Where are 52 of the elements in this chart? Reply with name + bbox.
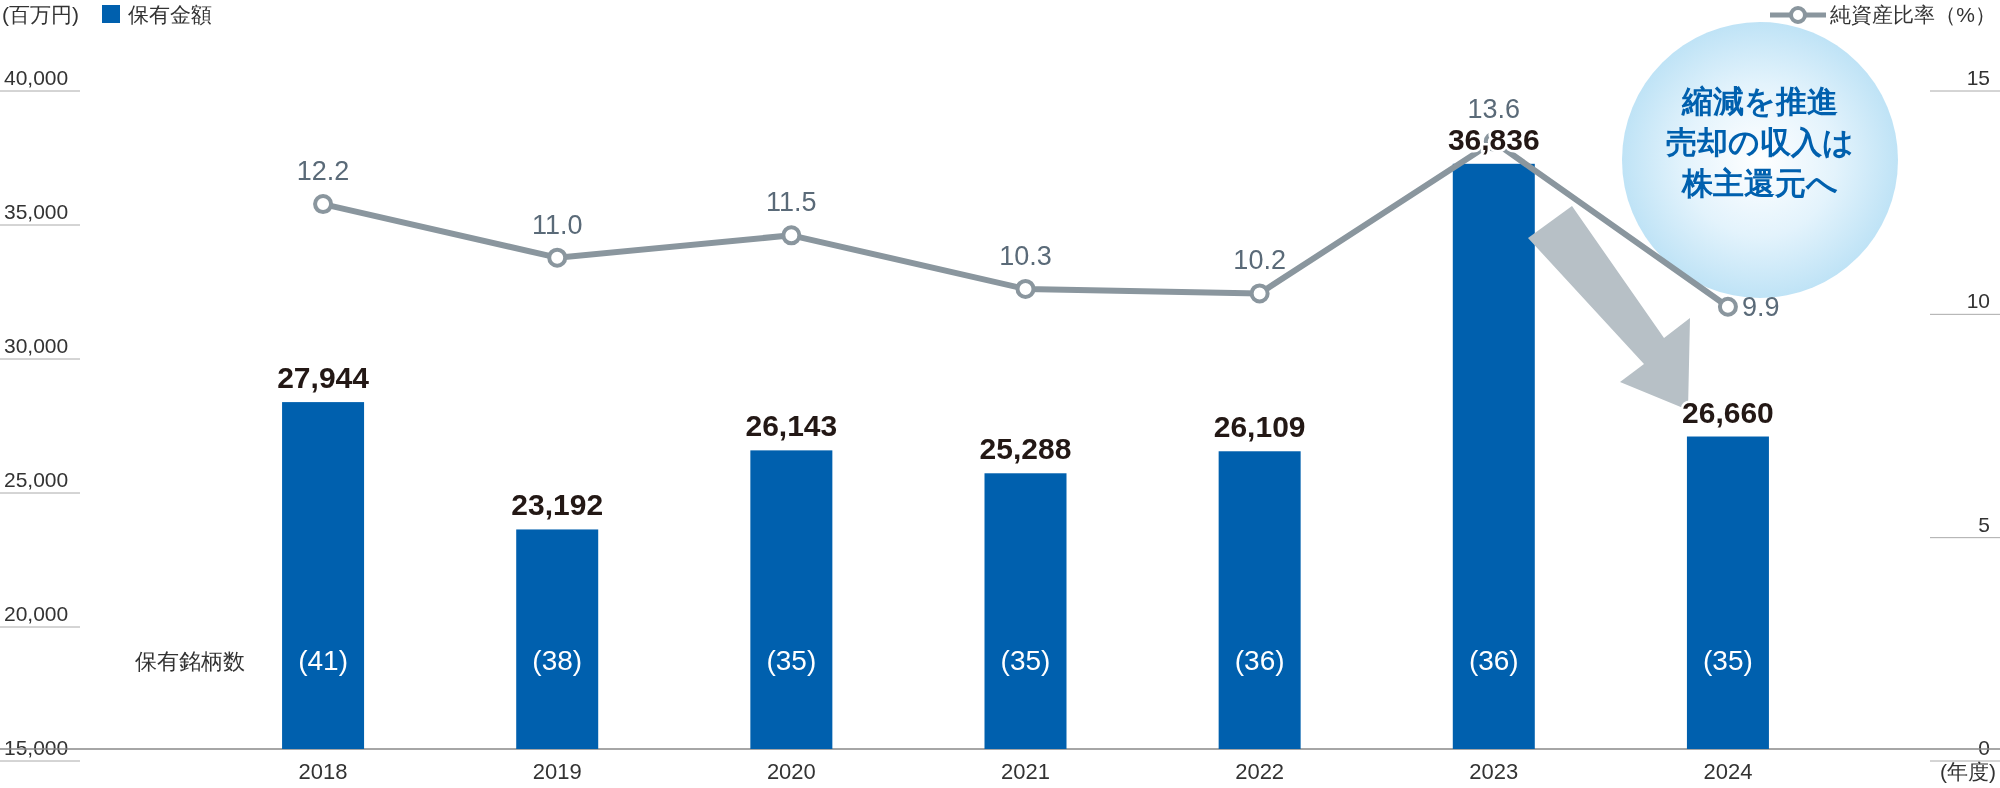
point (1015, 278, 1036, 299)
annotation: (36) (1468, 645, 1519, 676)
annotation: (35) (766, 645, 817, 676)
data-label: 10.3 (999, 240, 1052, 271)
annotation: 株主還元へ (1681, 166, 1838, 201)
data-label: 26,143 (745, 409, 838, 443)
y-tick-label: 25,000 (4, 468, 69, 491)
annotation: (41) (298, 645, 348, 676)
data-label: 36,836 (1447, 122, 1540, 156)
data-label: 12.2 (296, 156, 350, 187)
annotation: 売却の収入は (1666, 125, 1854, 160)
annotation: (36) (1234, 645, 1285, 676)
x-tick-label: 2019 (532, 759, 582, 784)
data-label: 10.2 (1233, 245, 1286, 276)
point (547, 247, 568, 268)
point (1249, 283, 1270, 304)
x-axis-title: (年度) (1940, 760, 1996, 783)
data-label: 27,944 (277, 361, 370, 395)
legend-label: 純資産比率（%） (1830, 3, 1996, 26)
point (1717, 296, 1738, 317)
y-tick-label: 30,000 (4, 334, 69, 357)
data-label: 23,192 (511, 488, 604, 522)
y-tick-label: 20,000 (4, 602, 69, 625)
x-tick-label: 2018 (298, 759, 348, 784)
x-tick-label: 2024 (1703, 759, 1753, 784)
annotation: (35) (1703, 645, 1753, 676)
y-tick-label: 15,000 (4, 736, 69, 759)
data-label: 25,288 (979, 432, 1072, 466)
y-axis-title: (百万円) (2, 3, 79, 26)
data-label: 9.9 (1741, 291, 1780, 322)
x-tick-label: 2021 (1001, 759, 1050, 784)
data-label: 26,660 (1682, 395, 1774, 429)
point (313, 194, 334, 215)
legend-label: 保有金額 (128, 3, 212, 26)
y2-tick-label: 5 (1978, 512, 1990, 536)
x-tick-label: 2023 (1469, 759, 1519, 784)
annotation: 縮減を推進 (1681, 84, 1838, 119)
annotation: 保有銘柄数 (135, 649, 245, 674)
annotation: (35) (1000, 645, 1051, 676)
data-label: 11.5 (766, 187, 817, 218)
y2-tick-label: 15 (1966, 66, 1990, 89)
y-tick-label: 40,000 (4, 66, 69, 89)
data-label: 13.6 (1467, 93, 1521, 124)
data-label: 11.0 (531, 209, 583, 240)
y2-tick-label: 10 (1966, 289, 1990, 313)
annotation: (38) (532, 645, 583, 676)
y2-tick-label: 0 (1978, 736, 1990, 759)
point (781, 225, 802, 246)
data-label: 26,109 (1213, 410, 1306, 444)
x-tick-label: 2022 (1235, 759, 1285, 784)
y-tick-label: 35,000 (4, 200, 69, 223)
x-tick-label: 2020 (766, 759, 816, 784)
